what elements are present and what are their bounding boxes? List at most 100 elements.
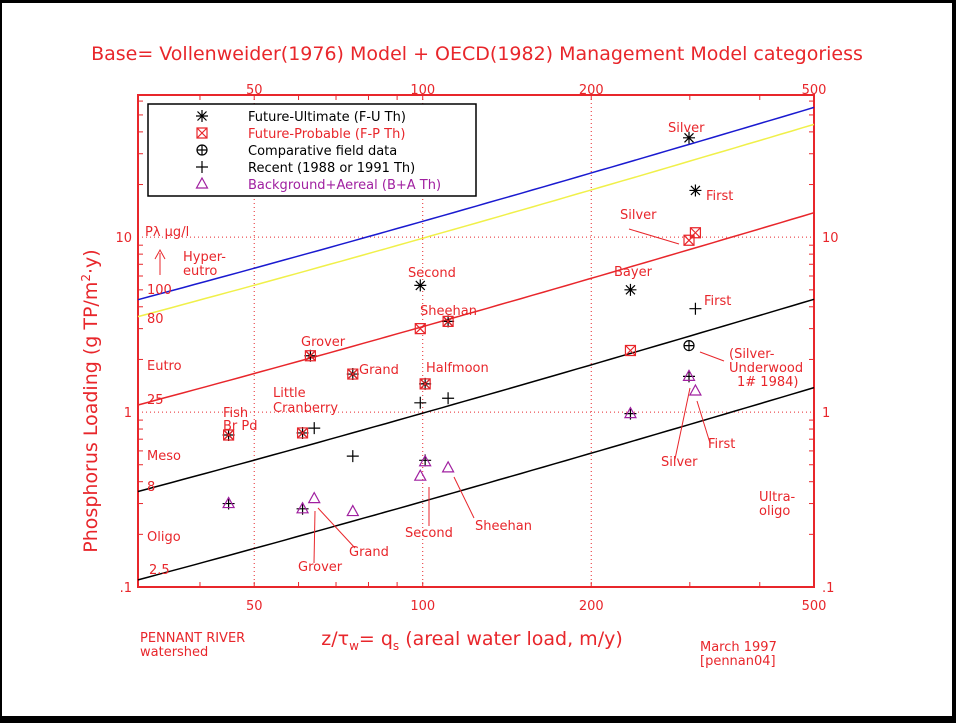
category-label: Eutro bbox=[147, 359, 182, 374]
y-tick-label-left: 1 bbox=[124, 406, 132, 421]
category-label: eutro bbox=[183, 264, 217, 279]
y-axis-label-main: Phosphorus Loading (g TP/m bbox=[80, 282, 102, 553]
y-tick-label-left: .1 bbox=[120, 581, 132, 596]
category-label: oligo bbox=[759, 504, 790, 519]
triangle-marker bbox=[222, 496, 236, 509]
y-axis-label-sup: 2 bbox=[79, 274, 93, 282]
boxed-x-marker bbox=[296, 427, 309, 439]
asterisk-marker bbox=[689, 184, 702, 197]
triangle-marker bbox=[623, 406, 637, 419]
legend-label: Comparative field data bbox=[248, 144, 397, 159]
point-label: Br Pd bbox=[223, 419, 258, 434]
leader-line bbox=[696, 400, 711, 444]
triangle-marker bbox=[195, 176, 209, 189]
point-label: Second bbox=[408, 266, 456, 281]
legend-label: Future-Probable (F-P Th) bbox=[248, 127, 405, 142]
curve-label: 8 bbox=[147, 480, 155, 495]
point-label: Halfmoon bbox=[426, 361, 489, 376]
category-label: Hyper- bbox=[183, 250, 226, 265]
curve-label: 80 bbox=[147, 312, 164, 327]
curve-label: 100 bbox=[147, 283, 172, 298]
asterisk-marker bbox=[414, 279, 427, 292]
boxed-x-marker bbox=[683, 234, 695, 246]
x-tick-label-bottom: 100 bbox=[410, 599, 435, 614]
x-tick-label-top: 500 bbox=[802, 83, 827, 98]
point-label: Little bbox=[273, 386, 306, 401]
category-label: Ultra- bbox=[759, 490, 796, 505]
x-tick-label-bottom: 50 bbox=[246, 599, 263, 614]
curve-100gl bbox=[137, 106, 815, 301]
category-label: Meso bbox=[147, 449, 181, 464]
circled-plus-cross bbox=[197, 145, 207, 155]
plus-marker bbox=[442, 392, 455, 405]
plus-marker bbox=[414, 396, 427, 409]
point-label: Silver bbox=[620, 208, 657, 223]
x-axis-label-eq: = q bbox=[359, 628, 393, 650]
footer-right-2: [pennan04] bbox=[700, 654, 776, 669]
leader-line bbox=[317, 507, 356, 549]
point-label: Underwood bbox=[729, 361, 803, 376]
boxed-x-marker bbox=[347, 368, 359, 380]
leader-line bbox=[674, 387, 691, 460]
curve-8gl bbox=[137, 298, 815, 493]
triangle-marker bbox=[296, 501, 310, 514]
point-label: Grand bbox=[349, 545, 389, 560]
point-label: Sheehan bbox=[420, 304, 477, 319]
asterisk-marker bbox=[196, 110, 208, 122]
legend-label: Future-Ultimate (F-U Th) bbox=[248, 110, 406, 125]
legend-label: Background+Aereal (B+A Th) bbox=[248, 178, 441, 193]
point-label: Bayer bbox=[614, 265, 653, 280]
boxed-x-marker bbox=[442, 315, 454, 327]
leader-line bbox=[313, 510, 316, 564]
leader-line bbox=[699, 351, 725, 362]
x-tick-label-top: 100 bbox=[410, 83, 435, 98]
x-axis-label-w: w bbox=[349, 639, 359, 653]
curve-label: 25 bbox=[147, 393, 164, 408]
y-axis-label: Phosphorus Loading (g TP/m2·y) bbox=[79, 249, 102, 552]
plus-marker bbox=[196, 161, 208, 173]
point-label: First bbox=[708, 437, 735, 452]
triangle-marker bbox=[346, 504, 360, 517]
triangle-marker bbox=[418, 454, 432, 467]
x-tick-label-top: 200 bbox=[579, 83, 604, 98]
plus-marker bbox=[689, 302, 702, 315]
boxed-x-marker bbox=[196, 127, 208, 139]
point-label: Grover bbox=[298, 560, 343, 575]
curve-80gl bbox=[137, 123, 815, 318]
category-label: Oligo bbox=[147, 530, 181, 545]
plot-area bbox=[137, 94, 815, 588]
curve-label: 2.5 bbox=[149, 563, 170, 578]
chart-frame: Base= Vollenweider(1976) Model + OECD(19… bbox=[2, 3, 952, 716]
triangle-marker bbox=[413, 468, 427, 481]
boxed-x-marker bbox=[419, 378, 431, 390]
plus-marker bbox=[308, 422, 321, 435]
point-label: Cranberry bbox=[273, 401, 338, 416]
point-label: Second bbox=[405, 526, 453, 541]
chart-title: Base= Vollenweider(1976) Model + OECD(19… bbox=[91, 43, 863, 65]
boxed-x-marker bbox=[624, 344, 637, 357]
y-tick-label-right: 10 bbox=[822, 231, 839, 246]
x-tick-label-top: 50 bbox=[246, 83, 263, 98]
point-label: Sheehan bbox=[475, 519, 532, 534]
curve-label: Pλ µg/l bbox=[145, 225, 189, 240]
leader-line bbox=[628, 228, 680, 245]
point-label: Silver bbox=[668, 121, 705, 136]
footer-left-2: watershed bbox=[140, 645, 208, 660]
triangle-marker bbox=[688, 383, 702, 396]
x-axis-label: z/τw= qs (areal water load, m/y) bbox=[321, 628, 623, 653]
point-label: 1# 1984) bbox=[737, 375, 798, 390]
boxed-x-marker bbox=[689, 227, 702, 239]
arrow-head bbox=[154, 248, 166, 260]
boxed-x-marker bbox=[223, 429, 235, 441]
triangle-marker bbox=[441, 460, 455, 473]
asterisk-marker bbox=[683, 131, 696, 144]
point-label: First bbox=[704, 294, 731, 309]
x-axis-label-z: z/ bbox=[321, 628, 338, 650]
leader-line bbox=[453, 476, 475, 519]
y-tick-label-left: 10 bbox=[115, 231, 132, 246]
x-tick-label-bottom: 200 bbox=[579, 599, 604, 614]
point-label: Silver bbox=[661, 455, 698, 470]
footer-left-1: PENNANT RIVER bbox=[140, 631, 245, 646]
boxed-x-marker bbox=[414, 323, 426, 335]
curve-25gl bbox=[137, 211, 815, 406]
